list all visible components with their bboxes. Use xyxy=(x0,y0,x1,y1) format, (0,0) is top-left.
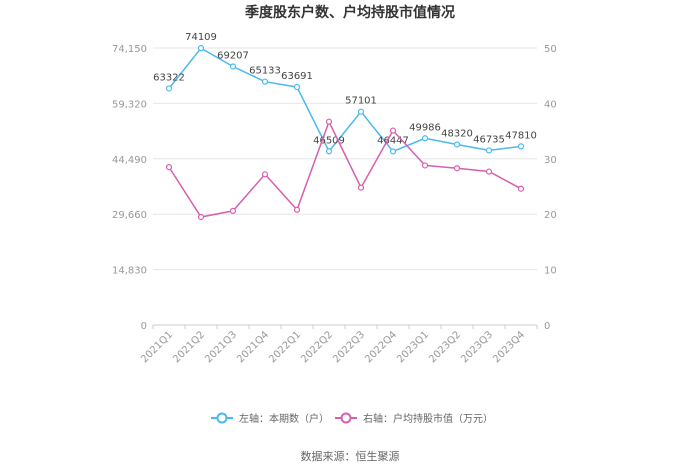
legend-item-1[interactable]: 左轴：本期数（户） xyxy=(211,412,329,425)
left-tick-label: 74,150 xyxy=(112,44,147,55)
data-point xyxy=(293,83,301,91)
left-tick-label: 14,830 xyxy=(112,266,147,277)
data-point xyxy=(357,108,365,115)
chart-title: 季度股东户数、户均持股市值情况 xyxy=(244,4,455,21)
data-point xyxy=(421,162,429,169)
right-tick-label: 0 xyxy=(544,321,550,332)
data-point xyxy=(197,45,205,52)
data-point xyxy=(229,207,237,214)
legend-item-2[interactable]: 右轴：户均持股市值（万元） xyxy=(335,412,493,425)
x-tick-label: 2022Q1 xyxy=(267,329,303,365)
right-tick-label: 50 xyxy=(544,44,557,55)
x-tick-label: 2021Q2 xyxy=(171,329,207,365)
data-point xyxy=(261,78,269,85)
series-line xyxy=(168,119,522,218)
data-label: 63691 xyxy=(281,71,313,82)
series-line xyxy=(168,47,522,153)
data-point xyxy=(357,184,365,191)
legend-label: 右轴：户均持股市值（万元） xyxy=(363,412,493,425)
data-point xyxy=(197,213,205,221)
data-label: 74109 xyxy=(185,32,217,43)
data-point xyxy=(229,63,237,70)
data-label: 46509 xyxy=(313,135,345,146)
left-tick-label: 0 xyxy=(141,321,147,332)
data-point xyxy=(261,171,269,178)
right-tick-label: 10 xyxy=(544,266,557,277)
data-point xyxy=(389,127,397,134)
right-axis-ticks: 0 10 20 30 40 50 xyxy=(544,44,557,332)
right-tick-label: 30 xyxy=(544,155,557,166)
data-point xyxy=(165,85,173,92)
right-tick-label: 20 xyxy=(544,210,557,221)
source-note: 数据来源：恒生聚源 xyxy=(301,449,400,463)
data-point xyxy=(293,206,301,213)
x-tick-label: 2021Q3 xyxy=(203,329,239,365)
left-tick-label: 44,490 xyxy=(112,155,147,166)
data-point xyxy=(453,165,461,172)
data-point xyxy=(389,148,397,155)
x-tick-label: 2021Q4 xyxy=(235,329,271,365)
x-tick-label: 2023Q1 xyxy=(395,329,431,365)
left-axis-ticks: 0 14,830 29,660 44,490 59,320 74,150 xyxy=(112,44,147,332)
legend-label: 左轴：本期数（户） xyxy=(239,412,329,425)
x-tick-label: 2021Q1 xyxy=(139,329,175,365)
data-label: 47810 xyxy=(505,130,537,141)
legend-marker xyxy=(340,412,352,424)
data-label: 49986 xyxy=(409,122,441,133)
data-point xyxy=(165,164,173,171)
data-label: 57101 xyxy=(345,96,377,107)
data-label: 65133 xyxy=(249,66,281,77)
data-point xyxy=(485,147,493,154)
data-label: 46735 xyxy=(473,134,505,145)
data-point xyxy=(421,135,429,142)
x-tick-label: 2022Q3 xyxy=(331,329,367,365)
x-axis-ticks: 2021Q12021Q22021Q32021Q42022Q12022Q22022… xyxy=(139,325,538,365)
data-point xyxy=(517,185,525,192)
data-point xyxy=(517,143,525,150)
left-tick-label: 59,320 xyxy=(112,99,147,110)
legend-marker xyxy=(216,412,228,424)
data-point xyxy=(325,118,333,125)
data-point xyxy=(325,148,333,155)
data-label: 48320 xyxy=(441,128,473,139)
x-tick-label: 2022Q4 xyxy=(363,329,399,365)
data-point xyxy=(453,141,461,148)
data-label: 46447 xyxy=(377,135,409,146)
x-tick-label: 2022Q2 xyxy=(299,329,335,365)
right-tick-label: 40 xyxy=(544,99,557,110)
left-tick-label: 29,660 xyxy=(112,210,147,221)
legend[interactable]: 左轴：本期数（户） 右轴：户均持股市值（万元） xyxy=(211,412,493,425)
grid xyxy=(153,47,537,326)
series-2 xyxy=(165,118,525,221)
x-tick-label: 2023Q3 xyxy=(459,329,495,365)
data-label: 69207 xyxy=(217,50,249,61)
data-label: 63322 xyxy=(153,72,185,83)
x-tick-label: 2023Q2 xyxy=(427,329,463,365)
x-tick-label: 2023Q4 xyxy=(491,329,527,365)
data-point xyxy=(485,168,493,175)
